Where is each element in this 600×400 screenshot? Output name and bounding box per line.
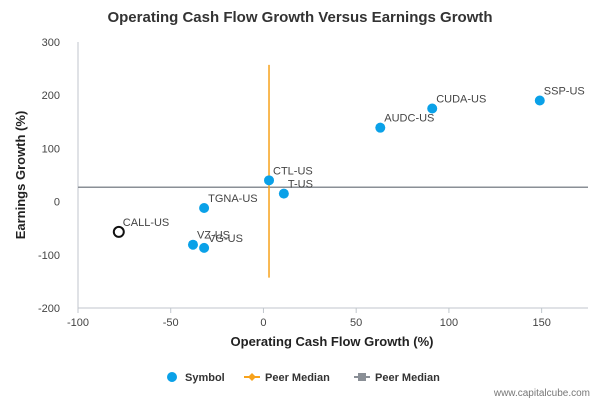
data-point-label: SSP-US [544,86,585,98]
legend-label: Symbol [185,372,225,384]
x-tick-label: 0 [260,317,266,329]
x-tick-label: -50 [163,317,179,329]
data-point [534,95,545,106]
y-tick-label: 200 [42,90,60,102]
data-point-label: TGNA-US [208,193,257,205]
axes: -100 -50 0 50 100 150 -200 -100 0 100 200 300 [38,37,588,329]
data-point [375,122,386,133]
x-tick-label: 150 [532,317,550,329]
data-point-label: T-US [288,179,313,191]
legend-symbol-marker [167,372,177,382]
data-point-label: VG-US [208,233,243,245]
data-point-label: CUDA-US [436,94,486,106]
data-point-label: CTL-US [273,165,313,177]
legend: Symbol Peer Median Peer Median [167,372,440,384]
y-tick-label: 100 [42,143,60,155]
data-point-label: VZ-US [197,230,230,242]
peer-median-lines [78,64,588,278]
highlight-point-label: CALL-US [123,217,169,229]
data-point [199,242,210,253]
data-point [199,202,210,213]
x-axis-title: Operating Cash Flow Growth (%) [231,334,434,349]
y-tick-label: -100 [38,250,60,262]
y-tick-label: 0 [54,197,60,209]
x-tick-label: 50 [350,317,362,329]
legend-label: Peer Median [375,372,440,384]
x-tick-label: 100 [440,317,458,329]
credit-text: www.capitalcube.com [493,388,590,399]
legend-gray-square [358,373,366,381]
legend-orange-diamond [248,373,256,381]
highlight-point [112,225,125,238]
chart-title: Operating Cash Flow Growth Versus Earnin… [107,9,492,26]
data-point-label: AUDC-US [384,113,434,125]
legend-label: Peer Median [265,372,330,384]
data-point [278,188,289,199]
y-axis-title: Earnings Growth (%) [13,111,28,240]
data-point [187,239,198,250]
x-tick-label: -100 [67,317,89,329]
y-tick-label: 300 [42,37,60,49]
y-tick-label: -200 [38,303,60,315]
data-point [427,103,438,114]
data-point [264,175,275,186]
